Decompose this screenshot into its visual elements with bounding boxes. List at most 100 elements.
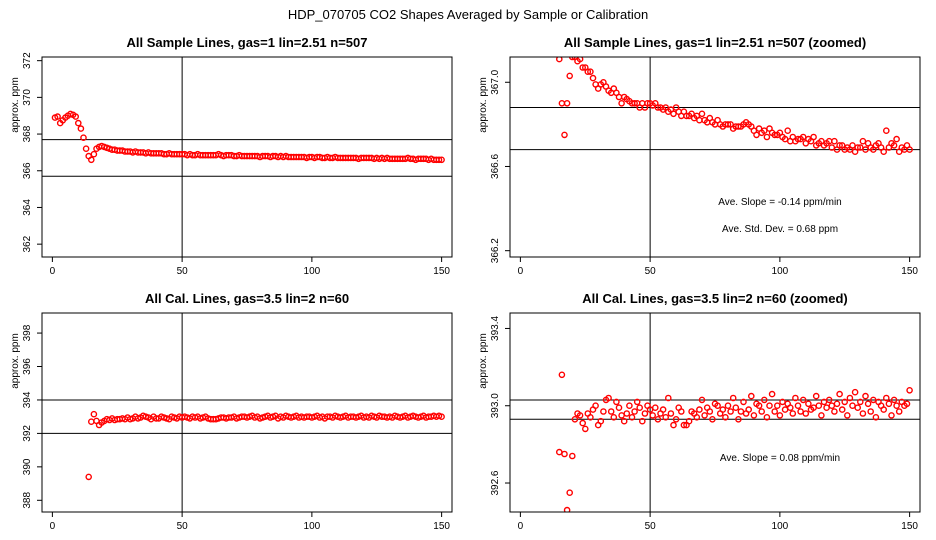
- data-point: [828, 144, 836, 151]
- data-point: [792, 394, 799, 402]
- data-point: [623, 410, 631, 417]
- data-point: [605, 394, 612, 402]
- data-point: [706, 408, 714, 415]
- data-point: [745, 406, 753, 413]
- data-point: [90, 150, 98, 158]
- data-points: [556, 57, 913, 155]
- data-point: [82, 145, 90, 152]
- data-point: [698, 396, 706, 404]
- data-point: [72, 113, 79, 120]
- data-point: [438, 413, 445, 421]
- data-point: [670, 421, 677, 429]
- data-points: [85, 410, 445, 481]
- x-tick-label: 0: [518, 266, 524, 277]
- data-point: [903, 400, 911, 408]
- data-point: [698, 110, 706, 118]
- data-point: [582, 425, 589, 433]
- data-point: [787, 404, 794, 412]
- data-point: [680, 421, 688, 429]
- data-point: [561, 450, 568, 458]
- annotation-text: Ave. Slope = -0.14 ppm/min: [718, 197, 842, 208]
- data-point: [802, 410, 810, 417]
- data-point: [771, 131, 779, 139]
- data-point: [662, 413, 670, 421]
- data-point: [851, 388, 859, 396]
- data-point: [854, 144, 862, 151]
- data-point: [628, 413, 636, 421]
- data-point: [636, 404, 644, 412]
- data-point: [631, 100, 638, 107]
- data-point: [566, 72, 574, 80]
- data-point: [784, 127, 792, 134]
- data-point: [748, 392, 755, 400]
- data-point: [54, 113, 61, 120]
- data-point: [833, 400, 841, 408]
- y-tick-label: 392.6: [490, 470, 501, 495]
- data-point: [846, 394, 854, 402]
- plot-frame: [509, 56, 921, 258]
- x-tick-label: 50: [177, 521, 189, 532]
- data-point: [654, 104, 662, 111]
- data-point: [776, 412, 784, 419]
- data-point: [838, 406, 846, 413]
- data-point: [864, 400, 872, 408]
- data-point: [576, 412, 584, 419]
- data-point: [597, 417, 605, 425]
- data-point: [810, 133, 817, 141]
- data-point: [558, 371, 566, 379]
- data-point: [75, 119, 82, 127]
- data-point: [888, 412, 895, 419]
- data-point: [600, 408, 607, 415]
- data-point: [883, 127, 890, 134]
- y-tick-label: 396: [22, 358, 33, 375]
- y-tick-label: 393.0: [490, 393, 501, 418]
- panel-title: All Cal. Lines, gas=3.5 lin=2 n=60 (zoom…: [582, 291, 848, 306]
- data-point: [815, 402, 823, 410]
- data-point: [836, 390, 843, 398]
- data-point: [812, 392, 820, 400]
- data-point: [805, 400, 812, 408]
- panel-4: All Cal. Lines, gas=3.5 lin=2 n=60 (zoom…: [478, 291, 921, 532]
- y-tick-label: 366: [22, 162, 33, 179]
- y-tick-label: 388: [22, 492, 33, 509]
- data-point: [613, 398, 620, 406]
- data-point: [438, 156, 445, 164]
- data-point: [766, 402, 773, 410]
- panel-3: All Cal. Lines, gas=3.5 lin=2 n=60 0 50 100…: [10, 291, 453, 532]
- data-point: [618, 100, 625, 107]
- plot-frame: [41, 56, 453, 258]
- data-point: [563, 506, 571, 512]
- data-point: [77, 125, 85, 132]
- y-axis-label: approx. ppm: [10, 77, 21, 133]
- data-point: [678, 408, 685, 415]
- x-tick-label: 150: [433, 521, 450, 532]
- y-tick-label: 393.4: [490, 316, 501, 341]
- y-tick-label: 368: [22, 125, 33, 142]
- reference-lines: [42, 313, 452, 512]
- data-point: [849, 142, 856, 149]
- data-point: [592, 402, 599, 410]
- data-point: [80, 134, 87, 141]
- y-tick-label: 366.2: [490, 238, 501, 263]
- data-point: [818, 412, 825, 419]
- data-point: [641, 410, 649, 417]
- data-point: [584, 68, 592, 75]
- data-point: [685, 417, 693, 425]
- reference-lines: [510, 57, 920, 257]
- y-tick-label: 390: [22, 458, 33, 475]
- data-point: [906, 386, 913, 394]
- y-tick-label: 394: [22, 391, 33, 408]
- data-point: [587, 413, 594, 421]
- data-point: [841, 398, 849, 406]
- annotation-text: Ave. Std. Dev. = 0.68 ppm: [722, 224, 838, 235]
- data-point: [435, 156, 443, 164]
- data-point: [844, 412, 851, 419]
- data-point: [831, 408, 838, 415]
- data-point: [750, 412, 758, 419]
- data-point: [763, 133, 771, 141]
- y-tick-label: 362: [22, 235, 33, 252]
- y-axis-label: approx. ppm: [10, 333, 21, 389]
- data-point: [758, 408, 766, 415]
- y-tick-label: 367.0: [490, 69, 501, 94]
- x-tick-label: 50: [645, 266, 657, 277]
